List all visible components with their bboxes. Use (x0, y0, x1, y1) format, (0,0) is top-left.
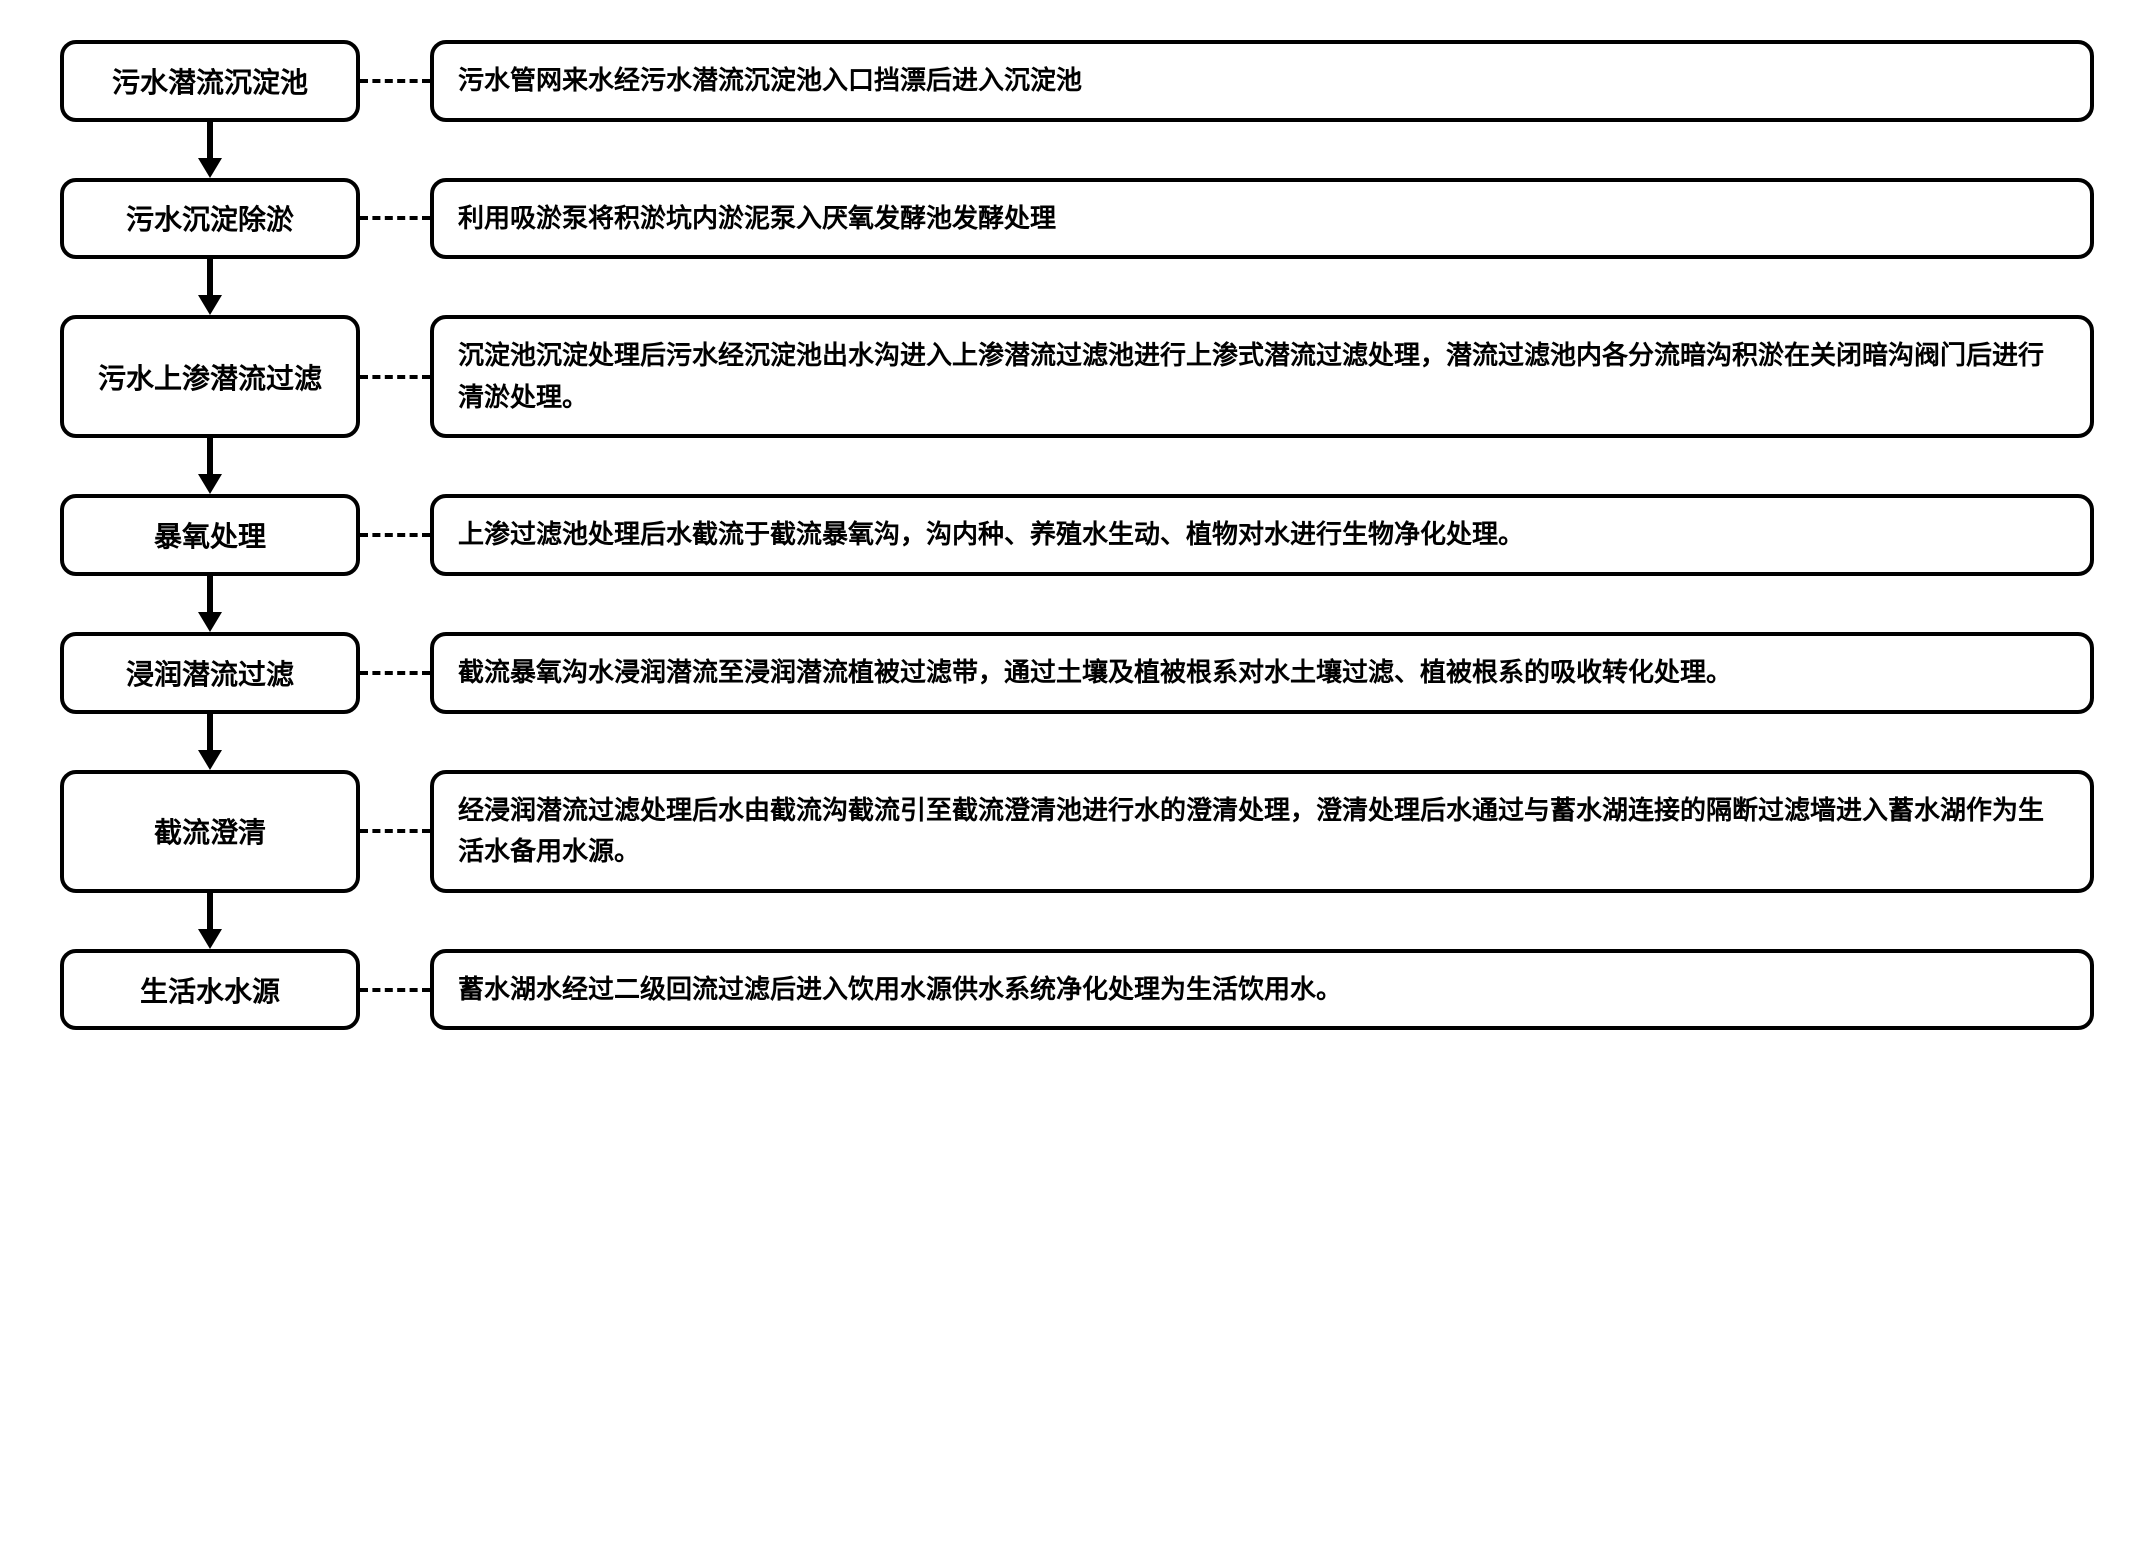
dash-connector (360, 949, 430, 1031)
desc-text: 污水管网来水经污水潜流沉淀池入口挡漂后进入沉淀池 (458, 60, 1082, 102)
step-box-6: 截流澄清 (60, 770, 360, 893)
desc-text: 蓄水湖水经过二级回流过滤后进入饮用水源供水系统净化处理为生活饮用水。 (458, 969, 1342, 1011)
flow-row: 污水潜流沉淀池 污水管网来水经污水潜流沉淀池入口挡漂后进入沉淀池 (60, 40, 2094, 122)
arrow-row (60, 122, 2094, 178)
flow-row: 暴氧处理 上渗过滤池处理后水截流于截流暴氧沟，沟内种、养殖水生动、植物对水进行生… (60, 494, 2094, 576)
desc-box-2: 利用吸淤泵将积淤坑内淤泥泵入厌氧发酵池发酵处理 (430, 178, 2094, 260)
arrow-down-icon (60, 259, 360, 315)
arrow-down-icon (60, 714, 360, 770)
dash-line (360, 375, 430, 379)
dash-connector (360, 40, 430, 122)
dash-connector (360, 770, 430, 893)
desc-text: 截流暴氧沟水浸润潜流至浸润潜流植被过滤带，通过土壤及植被根系对水土壤过滤、植被根… (458, 652, 1732, 694)
desc-box-5: 截流暴氧沟水浸润潜流至浸润潜流植被过滤带，通过土壤及植被根系对水土壤过滤、植被根… (430, 632, 2094, 714)
desc-box-7: 蓄水湖水经过二级回流过滤后进入饮用水源供水系统净化处理为生活饮用水。 (430, 949, 2094, 1031)
arrow-down-icon (60, 438, 360, 494)
arrow-row (60, 259, 2094, 315)
dash-line (360, 216, 430, 220)
dash-connector (360, 315, 430, 438)
dash-line (360, 988, 430, 992)
desc-box-1: 污水管网来水经污水潜流沉淀池入口挡漂后进入沉淀池 (430, 40, 2094, 122)
arrow-row (60, 714, 2094, 770)
desc-text: 经浸润潜流过滤处理后水由截流沟截流引至截流澄清池进行水的澄清处理，澄清处理后水通… (458, 790, 2066, 873)
dash-line (360, 533, 430, 537)
flowchart-container: 污水潜流沉淀池 污水管网来水经污水潜流沉淀池入口挡漂后进入沉淀池 污水沉淀除淤 … (60, 40, 2094, 1030)
step-label: 污水沉淀除淤 (126, 198, 294, 238)
step-label: 污水上渗潜流过滤 (98, 357, 322, 397)
step-box-5: 浸润潜流过滤 (60, 632, 360, 714)
desc-text: 沉淀池沉淀处理后污水经沉淀池出水沟进入上渗潜流过滤池进行上渗式潜流过滤处理，潜流… (458, 335, 2066, 418)
step-box-4: 暴氧处理 (60, 494, 360, 576)
step-label: 浸润潜流过滤 (126, 653, 294, 693)
dash-line (360, 79, 430, 83)
dash-line (360, 829, 430, 833)
flow-row: 浸润潜流过滤 截流暴氧沟水浸润潜流至浸润潜流植被过滤带，通过土壤及植被根系对水土… (60, 632, 2094, 714)
desc-text: 上渗过滤池处理后水截流于截流暴氧沟，沟内种、养殖水生动、植物对水进行生物净化处理… (458, 514, 1524, 556)
arrow-row (60, 576, 2094, 632)
step-box-2: 污水沉淀除淤 (60, 178, 360, 260)
flow-row: 污水上渗潜流过滤 沉淀池沉淀处理后污水经沉淀池出水沟进入上渗潜流过滤池进行上渗式… (60, 315, 2094, 438)
arrow-down-icon (60, 576, 360, 632)
desc-text: 利用吸淤泵将积淤坑内淤泥泵入厌氧发酵池发酵处理 (458, 198, 1056, 240)
step-box-1: 污水潜流沉淀池 (60, 40, 360, 122)
dash-connector (360, 632, 430, 714)
arrow-down-icon (60, 122, 360, 178)
step-label: 暴氧处理 (154, 515, 266, 555)
flow-row: 污水沉淀除淤 利用吸淤泵将积淤坑内淤泥泵入厌氧发酵池发酵处理 (60, 178, 2094, 260)
dash-connector (360, 178, 430, 260)
dash-connector (360, 494, 430, 576)
arrow-row (60, 438, 2094, 494)
dash-line (360, 671, 430, 675)
desc-box-3: 沉淀池沉淀处理后污水经沉淀池出水沟进入上渗潜流过滤池进行上渗式潜流过滤处理，潜流… (430, 315, 2094, 438)
step-label: 生活水水源 (140, 970, 280, 1010)
step-box-3: 污水上渗潜流过滤 (60, 315, 360, 438)
flow-row: 生活水水源 蓄水湖水经过二级回流过滤后进入饮用水源供水系统净化处理为生活饮用水。 (60, 949, 2094, 1031)
flow-row: 截流澄清 经浸润潜流过滤处理后水由截流沟截流引至截流澄清池进行水的澄清处理，澄清… (60, 770, 2094, 893)
step-label: 截流澄清 (154, 811, 266, 851)
step-label: 污水潜流沉淀池 (112, 61, 308, 101)
arrow-row (60, 893, 2094, 949)
arrow-down-icon (60, 893, 360, 949)
desc-box-4: 上渗过滤池处理后水截流于截流暴氧沟，沟内种、养殖水生动、植物对水进行生物净化处理… (430, 494, 2094, 576)
step-box-7: 生活水水源 (60, 949, 360, 1031)
desc-box-6: 经浸润潜流过滤处理后水由截流沟截流引至截流澄清池进行水的澄清处理，澄清处理后水通… (430, 770, 2094, 893)
